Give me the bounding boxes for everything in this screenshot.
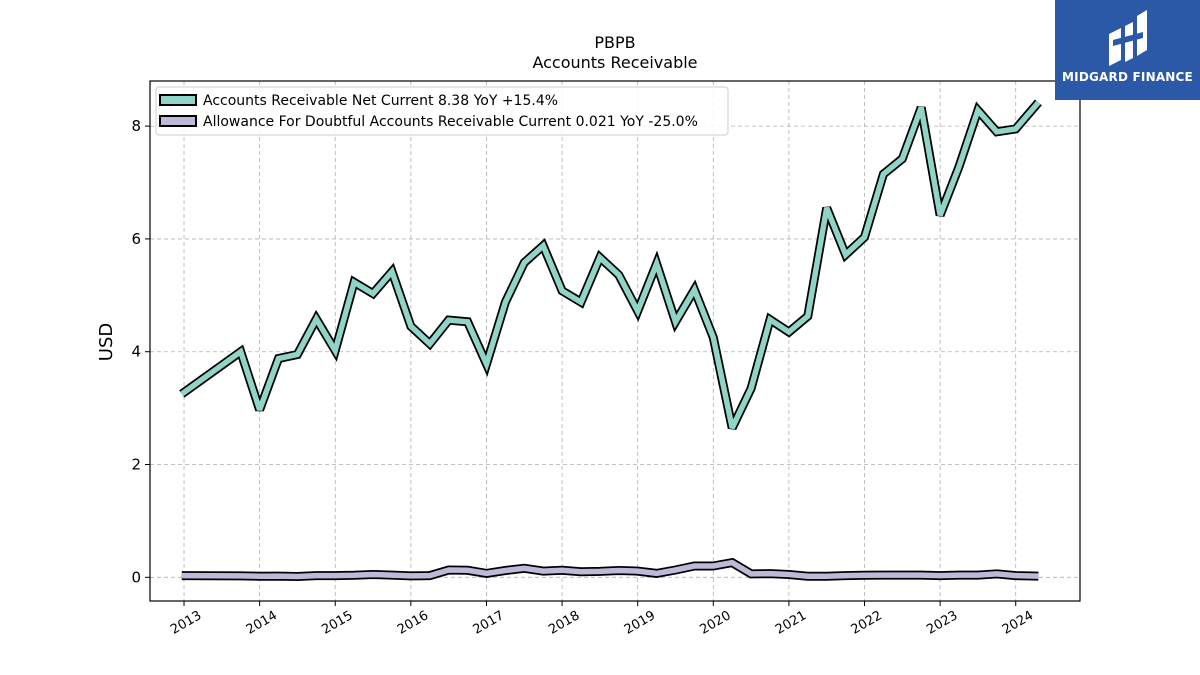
chart-title: PBPB (594, 33, 635, 52)
legend-swatch (159, 94, 197, 106)
logo-text: MIDGARD FINANCE (1062, 70, 1193, 84)
x-tick-label: 2016 (395, 608, 431, 638)
x-tick-label: 2024 (1000, 608, 1036, 638)
grid (150, 81, 1080, 601)
legend: Accounts Receivable Net Current 8.38 YoY… (155, 86, 729, 136)
x-tick-label: 2013 (168, 608, 204, 638)
series-1-line (181, 559, 1039, 580)
legend-swatch (159, 115, 197, 127)
x-tick-label: 2022 (849, 608, 885, 638)
chart-subtitle: Accounts Receivable (532, 53, 697, 72)
logo-mark-icon (1109, 10, 1147, 66)
x-tick-label: 2021 (773, 608, 809, 638)
x-tick-label: 2015 (319, 608, 355, 638)
midgard-finance-logo: MIDGARD FINANCE (1055, 0, 1200, 100)
x-tick-label: 2020 (697, 608, 733, 638)
legend-label: Accounts Receivable Net Current 8.38 YoY… (203, 93, 558, 109)
plot-frame (149, 80, 1081, 602)
x-tick-label: 2017 (471, 608, 507, 638)
x-tick-label: 2014 (244, 608, 280, 638)
series-0-line (180, 100, 1041, 430)
y-tick-label: 4 (131, 343, 141, 361)
x-tick-label: 2018 (546, 608, 582, 638)
series-group (179, 99, 1042, 582)
legend-label: Allowance For Doubtful Accounts Receivab… (203, 114, 698, 130)
legend-box (155, 86, 729, 136)
y-tick-label: 6 (131, 230, 141, 248)
y-tick-label: 2 (131, 456, 141, 474)
x-tick-label: 2019 (622, 608, 658, 638)
y-tick-label: 0 (131, 568, 141, 586)
y-tick-label: 8 (131, 117, 141, 135)
x-tick-label: 2023 (924, 608, 960, 638)
y-axis-label: USD (96, 323, 117, 361)
